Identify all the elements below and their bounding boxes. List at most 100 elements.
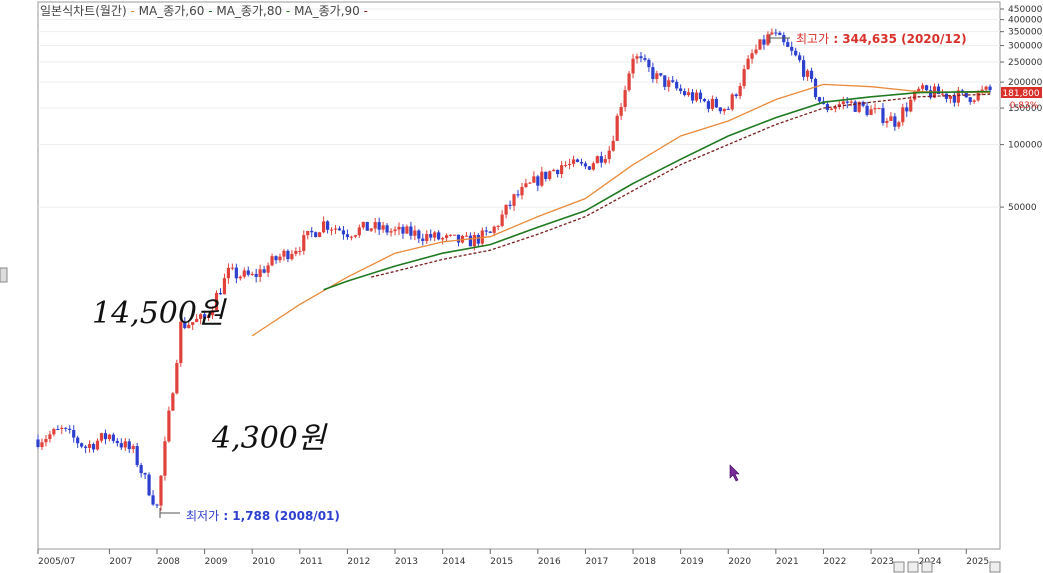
candle-body	[357, 227, 361, 236]
candle-body	[492, 226, 496, 233]
candle-body	[599, 156, 603, 163]
x-tick-label: 2013	[395, 557, 418, 567]
scroll-right-icon[interactable]	[989, 561, 1001, 573]
candle-body	[540, 171, 544, 186]
candle-body	[631, 58, 635, 74]
candle-body	[690, 92, 695, 101]
candle-body	[468, 235, 472, 247]
candle-body	[40, 442, 44, 447]
candle-body	[754, 49, 758, 54]
candle-body	[333, 228, 338, 230]
candle-body	[774, 32, 778, 34]
candle-body	[337, 228, 342, 231]
candle-body	[809, 70, 814, 79]
candle-body	[909, 99, 913, 112]
mouse-cursor-icon	[729, 464, 740, 482]
candle-body	[968, 97, 972, 102]
candle-body	[603, 159, 607, 163]
candle-body	[191, 322, 195, 325]
candle-body	[270, 256, 274, 266]
candle-body	[56, 428, 60, 430]
candle-body	[790, 46, 794, 51]
candle-body	[254, 273, 258, 277]
candle-body	[504, 204, 508, 215]
ma60-line	[251, 83, 991, 337]
candle-body	[976, 91, 980, 101]
candle-body	[302, 235, 306, 251]
legend-ma80: MA_종가,80	[216, 4, 282, 18]
candle-body	[607, 150, 611, 160]
handwritten-note-14500: 14,500원	[92, 296, 227, 331]
x-tick-label: 2011	[300, 557, 323, 567]
x-tick-label: 2018	[633, 557, 656, 567]
candle-body	[84, 446, 88, 448]
candle-body	[508, 204, 512, 206]
candle-body	[936, 86, 941, 95]
candle-body	[167, 410, 171, 442]
chart-title: 일본식차트(월간)	[40, 4, 127, 18]
candle-body	[635, 56, 639, 59]
candle-body	[960, 90, 964, 92]
x-tick-label: 2019	[681, 557, 704, 567]
candle-body	[897, 122, 901, 127]
zoom-out-icon[interactable]	[893, 561, 905, 573]
zoom-controls[interactable]	[893, 561, 1001, 573]
candle-body	[405, 226, 409, 234]
candle-body	[314, 232, 318, 238]
candle-body	[373, 222, 377, 229]
candle-body	[655, 73, 659, 79]
candle-body	[893, 116, 897, 127]
x-tick-label: 2022	[823, 557, 846, 567]
candle-body	[520, 187, 524, 196]
high-annotation: 최고가 : 344,635 (2020/12)	[796, 32, 967, 46]
candle-body	[924, 85, 929, 91]
candle-body	[623, 90, 627, 107]
candle-body	[615, 115, 619, 141]
candle-body	[901, 107, 905, 123]
y-tick-label: 300000	[1008, 42, 1043, 52]
candle-body	[286, 250, 290, 260]
candle-body	[115, 440, 119, 444]
candle-body	[87, 444, 92, 448]
candle-body	[595, 156, 599, 164]
candle-body	[524, 183, 528, 188]
candle-body	[175, 363, 179, 394]
candle-body	[647, 59, 651, 68]
y-tick-label: 450000	[1008, 5, 1043, 15]
candle-body	[365, 221, 369, 231]
candle-body	[496, 226, 500, 228]
candle-body	[218, 292, 223, 295]
candle-body	[310, 230, 314, 233]
candle-body	[917, 88, 921, 92]
candle-body	[72, 430, 76, 438]
candle-body	[528, 182, 532, 184]
candle-body	[706, 101, 711, 109]
candle-body	[905, 107, 909, 112]
candle-body	[964, 91, 968, 98]
candle-body	[988, 86, 992, 91]
candle-body	[155, 504, 159, 506]
candle-body	[401, 226, 405, 234]
zoom-in-icon[interactable]	[907, 561, 919, 573]
candle-body	[702, 99, 707, 102]
candle-body	[548, 171, 552, 179]
candle-body	[80, 443, 84, 447]
zoom-reset-icon[interactable]	[921, 561, 933, 573]
candle-body	[472, 234, 476, 247]
candle-body	[881, 108, 885, 123]
ma80-line	[323, 90, 991, 291]
candle-body	[659, 73, 663, 76]
candle-body	[611, 140, 615, 151]
candle-body	[865, 105, 869, 115]
candle-body	[794, 50, 798, 56]
candle-body	[151, 495, 155, 505]
candle-body	[913, 91, 917, 100]
candle-body	[199, 314, 203, 319]
candle-body	[679, 88, 683, 92]
candle-body	[730, 94, 734, 110]
candle-body	[841, 101, 845, 105]
candle-body	[290, 253, 294, 260]
left-scroll-handle[interactable]	[0, 267, 8, 283]
candle-body	[258, 269, 262, 277]
